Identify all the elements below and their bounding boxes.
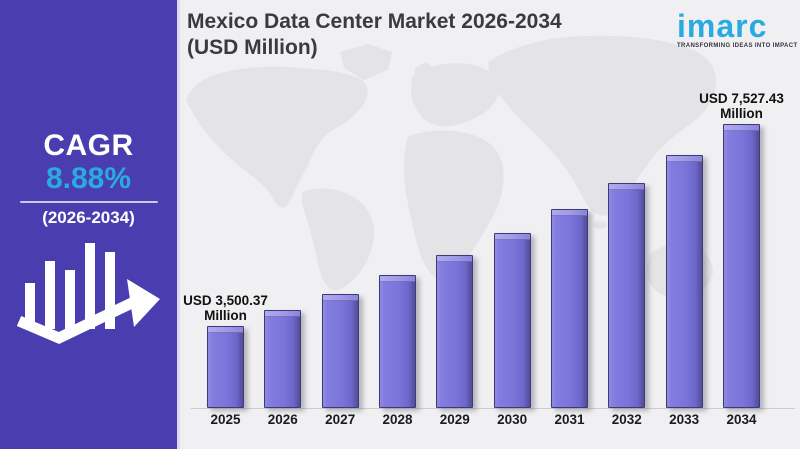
bar-2033	[665, 154, 703, 408]
chart-title-line1: Mexico Data Center Market 2026-2034	[187, 10, 562, 33]
x-axis-label-2033: 2033	[669, 412, 700, 427]
cagr-sidebar: CAGR 8.88% (2026-2034)	[0, 0, 180, 449]
bar-2030	[493, 233, 531, 408]
x-axis-label-2027: 2027	[325, 412, 356, 427]
growth-bars-arrow-icon	[16, 243, 160, 345]
bar-2025	[207, 326, 244, 408]
data-label-2025: USD 3,500.37 Million	[183, 293, 268, 323]
bar-2029	[436, 254, 474, 408]
x-axis-label-2032: 2032	[611, 412, 642, 427]
data-label-2034: USD 7,527.43 Million	[699, 91, 784, 122]
x-axis-label-2034: 2034	[726, 412, 757, 427]
x-axis-label-2028: 2028	[382, 412, 413, 427]
x-axis-label-2029: 2029	[439, 412, 470, 427]
imarc-logo-tagline: TRANSFORMING IDEAS INTO IMPACT	[677, 43, 798, 49]
bar-2026	[264, 310, 302, 408]
bar-2028	[379, 275, 416, 408]
bar-2034	[723, 124, 760, 408]
chart-title-line2: (USD Million)	[187, 36, 318, 59]
x-axis-label-2031: 2031	[554, 412, 585, 427]
cagr-period: (2026-2034)	[42, 208, 135, 227]
x-axis-line	[191, 408, 795, 409]
bar-2031	[551, 209, 588, 408]
cagr-label: CAGR	[43, 129, 134, 162]
sidebar-divider	[19, 201, 158, 203]
bar-2032	[608, 183, 646, 408]
bar-2027	[321, 293, 359, 408]
chart-title: Mexico Data Center Market 2026-2034 (USD…	[187, 9, 562, 61]
x-axis-label-2025: 2025	[210, 412, 241, 427]
x-axis-label-2030: 2030	[497, 412, 528, 427]
x-axis-label-2026: 2026	[267, 412, 298, 427]
cagr-value: 8.88%	[45, 162, 132, 195]
